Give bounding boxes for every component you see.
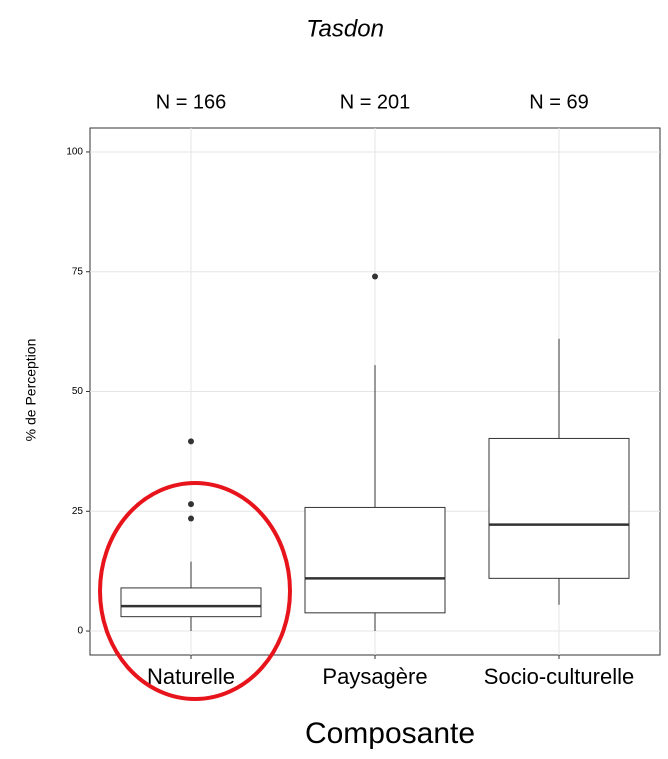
y-tick-label: 75 xyxy=(72,266,84,277)
outlier xyxy=(188,515,194,522)
x-tick-label: Paysagère xyxy=(322,664,427,689)
outlier xyxy=(372,273,378,280)
highlight-ellipse xyxy=(98,481,292,701)
outlier xyxy=(188,501,194,508)
n-label: N = 201 xyxy=(340,91,411,113)
x-tick-label: Naturelle xyxy=(147,664,235,689)
chart-title: Tasdon xyxy=(306,15,384,42)
y-tick-label: 25 xyxy=(72,506,84,517)
box xyxy=(488,437,630,579)
n-label: N = 69 xyxy=(529,91,588,113)
x-tick-label: Socio-culturelle xyxy=(484,664,634,689)
box xyxy=(120,587,262,618)
box xyxy=(304,506,446,614)
y-axis-title: % de Perception xyxy=(23,339,39,442)
y-tick-label: 50 xyxy=(72,386,84,397)
y-tick-label: 100 xyxy=(66,147,83,158)
n-label: N = 166 xyxy=(156,91,227,113)
y-tick-label: 0 xyxy=(77,626,83,637)
x-axis-title: Composante xyxy=(305,717,475,750)
outlier xyxy=(188,438,194,445)
